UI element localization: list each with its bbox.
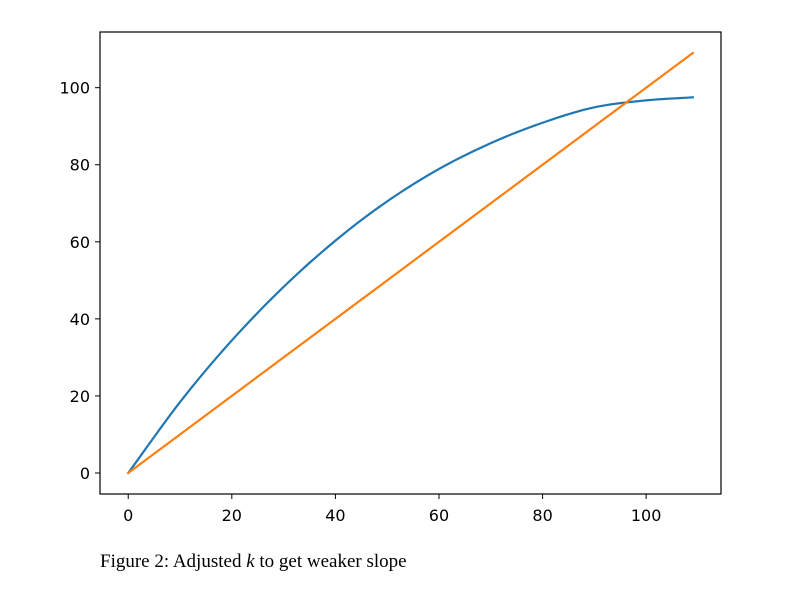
y-tick-label: 40 bbox=[70, 310, 90, 329]
caption-prefix: Figure 2: Adjusted bbox=[100, 551, 247, 572]
x-tick-label: 0 bbox=[123, 506, 133, 525]
x-tick-label: 20 bbox=[222, 506, 242, 525]
x-axis-ticks: 0 20 40 60 80 100 bbox=[123, 494, 661, 525]
y-tick-label: 100 bbox=[59, 79, 90, 98]
series-line-1 bbox=[126, 96, 694, 475]
y-tick-label: 60 bbox=[70, 233, 90, 252]
y-tick-label: 0 bbox=[80, 464, 90, 483]
x-tick-label: 100 bbox=[631, 506, 662, 525]
caption-variable: k bbox=[246, 551, 255, 572]
y-tick-label: 20 bbox=[70, 387, 90, 406]
series-line-2 bbox=[126, 51, 695, 475]
x-tick-label: 60 bbox=[429, 506, 449, 525]
y-axis-ticks: 0 20 40 60 80 100 bbox=[59, 79, 100, 483]
plot-frame bbox=[99, 31, 722, 495]
figure-caption: Figure 2: Adjusted k to get weaker slope bbox=[100, 551, 407, 573]
x-tick-label: 40 bbox=[325, 506, 345, 525]
caption-suffix: to get weaker slope bbox=[254, 551, 407, 572]
series-layer bbox=[126, 51, 695, 475]
x-tick-label: 80 bbox=[532, 506, 552, 525]
y-tick-label: 80 bbox=[70, 156, 90, 175]
